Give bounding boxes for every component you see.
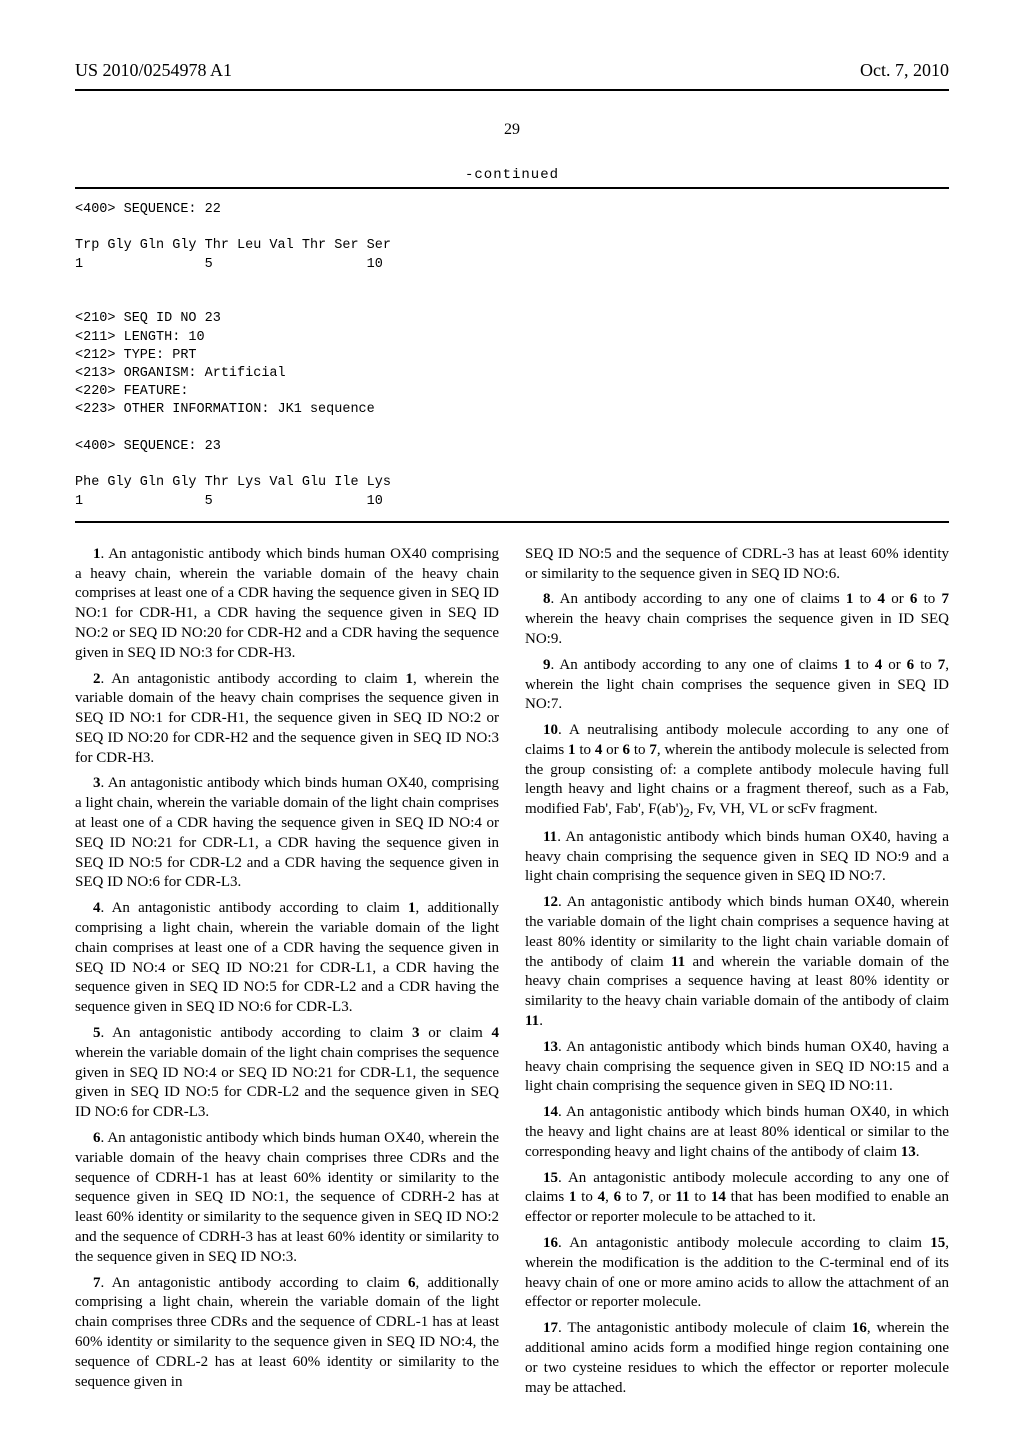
claim-text: , additionally comprising a light chain,…	[75, 900, 499, 1015]
claim-text: . An antagonistic antibody which binds h…	[75, 546, 499, 661]
claim-num: 2	[93, 671, 101, 687]
claim-ref: 13	[901, 1144, 916, 1160]
sequence-listing: <400> SEQUENCE: 22 Trp Gly Gln Gly Thr L…	[75, 189, 949, 521]
publication-number: US 2010/0254978 A1	[75, 60, 232, 81]
claim-text: . An antagonistic antibody which binds h…	[525, 1104, 949, 1160]
claim-text: wherein the heavy chain comprises the se…	[525, 611, 949, 647]
claim-num: 14	[543, 1104, 558, 1120]
claim-text: , additionally comprising a light chain,…	[75, 1275, 499, 1390]
claim-ref: 4	[878, 591, 886, 607]
claim-text: or	[885, 591, 910, 607]
claim-num: 13	[543, 1039, 558, 1055]
claim-text: . An antagonistic antibody which binds h…	[525, 829, 949, 885]
claim-text: . An antagonistic antibody according to …	[101, 900, 408, 916]
claim-text: to	[851, 657, 875, 673]
claim-num: 9	[543, 657, 551, 673]
claim-num: 1	[93, 546, 101, 562]
claim-text: . An antagonistic antibody which binds h…	[525, 1039, 949, 1095]
claim-3: 3. An antagonistic antibody which binds …	[75, 774, 499, 893]
claim-6: 6. An antagonistic antibody which binds …	[75, 1129, 499, 1268]
claim-ref: 4	[491, 1025, 499, 1041]
claim-text: to	[853, 591, 877, 607]
claim-ref: 7	[649, 742, 657, 758]
claim-text: or	[882, 657, 906, 673]
claim-num: 12	[543, 894, 558, 910]
claim-4: 4. An antagonistic antibody according to…	[75, 899, 499, 1018]
claim-10: 10. A neutralising antibody molecule acc…	[525, 721, 949, 822]
claim-text: to	[621, 1189, 642, 1205]
claim-text: .	[916, 1144, 920, 1160]
claim-1: 1. An antagonistic antibody which binds …	[75, 545, 499, 664]
claim-17: 17. The antagonistic antibody molecule o…	[525, 1319, 949, 1398]
claim-ref: 16	[852, 1320, 867, 1336]
claim-ref: 1	[568, 742, 576, 758]
claim-11: 11. An antagonistic antibody which binds…	[525, 828, 949, 887]
claim-2: 2. An antagonistic antibody according to…	[75, 670, 499, 769]
claim-ref: 6	[614, 1189, 622, 1205]
claim-text: . An antagonistic antibody which binds h…	[75, 775, 499, 890]
claim-ref: 4	[598, 1189, 606, 1205]
claim-text: SEQ ID NO:5 and the sequence of CDRL-3 h…	[525, 546, 949, 582]
claim-num: 15	[543, 1170, 558, 1186]
claim-ref: 1	[406, 671, 414, 687]
claim-text: , or	[650, 1189, 676, 1205]
claim-13: 13. An antagonistic antibody which binds…	[525, 1038, 949, 1097]
claim-5: 5. An antagonistic antibody according to…	[75, 1024, 499, 1123]
claim-num: 4	[93, 900, 101, 916]
claim-text: to	[690, 1189, 711, 1205]
claim-ref: 11	[525, 1013, 539, 1029]
claim-num: 17	[543, 1320, 558, 1336]
claim-7: 7. An antagonistic antibody according to…	[75, 1274, 499, 1393]
claim-num: 16	[543, 1235, 558, 1251]
claim-text: wherein the variable domain of the light…	[75, 1045, 499, 1120]
claim-9: 9. An antibody according to any one of c…	[525, 656, 949, 715]
claim-7-cont: SEQ ID NO:5 and the sequence of CDRL-3 h…	[525, 545, 949, 585]
claim-ref: 14	[711, 1189, 726, 1205]
claim-text: ,	[605, 1189, 614, 1205]
claim-14: 14. An antagonistic antibody which binds…	[525, 1103, 949, 1162]
claim-text: .	[539, 1013, 543, 1029]
claim-num: 10	[543, 722, 558, 738]
claim-text: to	[576, 742, 595, 758]
claim-text: . An antagonistic antibody according to …	[101, 671, 406, 687]
continued-label: -continued	[75, 167, 949, 183]
claim-12: 12. An antagonistic antibody which binds…	[525, 893, 949, 1032]
header-rule	[75, 89, 949, 91]
claim-text: or	[602, 742, 622, 758]
page-number: 29	[75, 121, 949, 139]
claim-num: 8	[543, 591, 551, 607]
claim-16: 16. An antagonistic antibody molecule ac…	[525, 1234, 949, 1313]
claim-text: . An antibody according to any one of cl…	[551, 657, 844, 673]
claim-text: . The antagonistic antibody molecule of …	[558, 1320, 852, 1336]
claim-text: or claim	[419, 1025, 491, 1041]
claim-text: to	[914, 657, 938, 673]
claim-text: to	[576, 1189, 597, 1205]
claim-text: , Fv, VH, VL or scFv fragment.	[690, 801, 878, 817]
claim-ref: 7	[642, 1189, 650, 1205]
right-column: SEQ ID NO:5 and the sequence of CDRL-3 h…	[525, 545, 949, 1405]
claim-ref: 11	[676, 1189, 690, 1205]
claim-text: to	[917, 591, 941, 607]
claim-15: 15. An antagonistic antibody molecule ac…	[525, 1169, 949, 1228]
claim-num: 3	[93, 775, 101, 791]
claim-text: . An antagonistic antibody according to …	[101, 1025, 412, 1041]
claim-num: 6	[93, 1130, 101, 1146]
claim-ref: 6	[623, 742, 631, 758]
claim-text: . An antagonistic antibody which binds h…	[75, 1130, 499, 1265]
claims-columns: 1. An antagonistic antibody which binds …	[75, 545, 949, 1405]
sequence-rule-bottom	[75, 521, 949, 523]
claim-text: . An antagonistic antibody according to …	[101, 1275, 408, 1291]
claim-ref: 7	[942, 591, 950, 607]
claim-text: . An antibody according to any one of cl…	[551, 591, 846, 607]
claim-text: to	[630, 742, 649, 758]
claim-ref: 15	[930, 1235, 945, 1251]
claim-text: . An antagonistic antibody molecule acco…	[558, 1235, 930, 1251]
left-column: 1. An antagonistic antibody which binds …	[75, 545, 499, 1405]
claim-ref: 11	[671, 954, 685, 970]
claim-num: 7	[93, 1275, 101, 1291]
claim-num: 11	[543, 829, 557, 845]
claim-8: 8. An antibody according to any one of c…	[525, 590, 949, 649]
publication-date: Oct. 7, 2010	[860, 60, 949, 81]
claim-num: 5	[93, 1025, 101, 1041]
